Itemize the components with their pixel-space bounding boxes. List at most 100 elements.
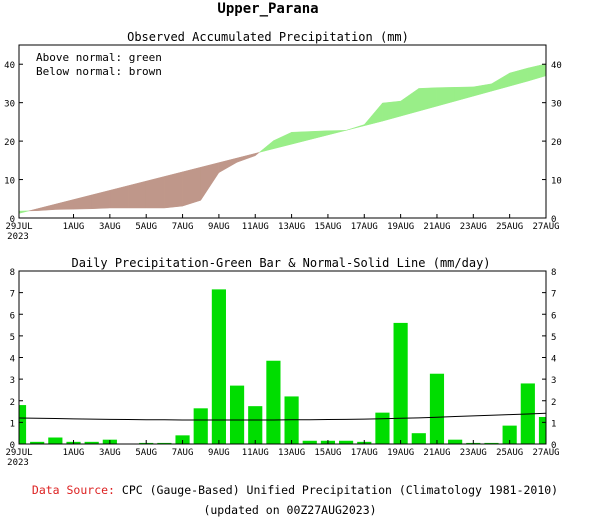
accum-anomaly-segment xyxy=(55,199,74,210)
accum-anomaly-segment xyxy=(291,131,311,145)
accum-anomaly-segment xyxy=(73,194,92,210)
daily-ytick-label-left: 1 xyxy=(10,419,15,429)
daily-bar xyxy=(339,440,354,444)
daily-bar xyxy=(448,439,463,444)
accum-frame xyxy=(18,44,547,219)
accum-anomaly-segment xyxy=(28,208,38,212)
daily-xtick-label: 15AUG xyxy=(314,448,341,458)
accum-xtick-label: 3AUG xyxy=(99,222,121,232)
accum-anomaly-segment xyxy=(473,83,492,97)
accum-plot xyxy=(18,63,547,214)
daily-ytick-label-left: 3 xyxy=(10,376,15,386)
daily-bar xyxy=(157,442,172,444)
accum-anomaly-segment xyxy=(418,87,438,112)
daily-ytick-label-right: 6 xyxy=(551,311,556,321)
daily-bar xyxy=(48,437,63,444)
daily-xtick-label: 9AUG xyxy=(208,448,230,458)
daily-xtick-label: 19AUG xyxy=(387,448,414,458)
accum-ytick-label-right: 30 xyxy=(551,100,562,110)
daily-bar xyxy=(302,440,317,444)
accum-anomaly-segment xyxy=(436,87,456,107)
accum-anomaly-segment xyxy=(364,102,383,127)
accum-legend-above: Above normal: green xyxy=(36,51,162,64)
daily-bar xyxy=(375,412,390,444)
accum-xtick-label: 1AUG xyxy=(63,222,85,232)
accum-xtick-label: 29JUL xyxy=(5,222,32,232)
figure-title: Upper_Parana xyxy=(217,1,318,17)
data-source-line: Data Source: CPC (Gauge-Based) Unified P… xyxy=(32,483,558,497)
accum-xtick-label: 11AUG xyxy=(242,222,269,232)
daily-axes: 0 0 1 1 2 2 3 3 4 4 5 5 6 6 7 7 8 8 29JUL 1AUG 3AUG 5AUG 7AUG 9… xyxy=(5,268,559,468)
accum-anomaly-segment xyxy=(327,130,347,136)
accum-ytick-label-right: 40 xyxy=(551,61,562,71)
daily-ytick-label-right: 3 xyxy=(551,376,556,386)
daily-ytick-label-left: 8 xyxy=(10,268,15,278)
daily-ytick-label-left: 6 xyxy=(10,311,15,321)
accum-anomaly-segment xyxy=(109,185,129,209)
accum-xtick-label: 21AUG xyxy=(423,222,450,232)
accum-xtick-label: 7AUG xyxy=(172,222,194,232)
daily-ytick-label-right: 5 xyxy=(551,333,556,343)
daily-ytick-label-left: 4 xyxy=(10,355,15,365)
accum-anomaly-segment xyxy=(527,63,547,82)
daily-normal-line xyxy=(18,412,547,421)
daily-xtick-label: 1AUG xyxy=(63,448,85,458)
accum-ytick-label-right: 10 xyxy=(551,177,562,187)
daily-xtick-label: 21AUG xyxy=(423,448,450,458)
accum-xtick-label: 13AUG xyxy=(278,222,305,232)
daily-ytick-label-left: 7 xyxy=(10,290,15,300)
accum-anomaly-segment xyxy=(36,203,56,211)
accum-anomaly-segment xyxy=(91,189,111,210)
daily-year-label: 2023 xyxy=(7,458,29,468)
daily-bar xyxy=(484,442,499,444)
daily-xtick-label: 5AUG xyxy=(135,448,157,458)
daily-bar xyxy=(502,425,517,444)
daily-bar xyxy=(193,408,208,444)
daily-bar xyxy=(229,385,245,444)
daily-ytick-label-right: 0 xyxy=(551,441,556,451)
accum-xtick-label: 17AUG xyxy=(351,222,378,232)
accum-anomaly-segment xyxy=(273,131,292,150)
accum-ytick-label-left: 20 xyxy=(4,138,15,148)
data-source-text: CPC (Gauge-Based) Unified Precipitation … xyxy=(122,483,558,497)
accum-legend-below: Below normal: brown xyxy=(36,65,162,78)
accum-ytick-label-left: 30 xyxy=(4,100,15,110)
accum-xtick-label: 27AUG xyxy=(532,222,559,232)
daily-bar xyxy=(19,405,27,444)
accum-anomaly-segment xyxy=(145,176,165,209)
daily-xtick-label: 27AUG xyxy=(532,448,559,458)
daily-xtick-label: 29JUL xyxy=(5,448,32,458)
accum-axes: 0 0 10 10 20 20 30 30 40 40 29JUL 1AUG 3AUG 5AUG 7AUG 9… xyxy=(4,61,562,242)
daily-xtick-label: 11AUG xyxy=(242,448,269,458)
daily-bar xyxy=(393,322,408,444)
accum-anomaly-segment xyxy=(182,166,201,207)
accum-xtick-label: 23AUG xyxy=(460,222,487,232)
daily-bar xyxy=(411,433,426,444)
daily-bar xyxy=(211,289,226,444)
accum-anomaly-segment xyxy=(200,162,220,202)
accum-ytick-label-left: 40 xyxy=(4,61,15,71)
accum-ytick-label-left: 10 xyxy=(4,177,15,187)
accum-anomaly-segment xyxy=(259,140,274,153)
accum-anomaly-segment xyxy=(236,153,256,163)
accum-anomaly-segment xyxy=(127,180,147,209)
daily-ytick-label-right: 2 xyxy=(551,398,556,408)
accum-anomaly-segment xyxy=(254,152,260,157)
daily-xtick-label: 13AUG xyxy=(278,448,305,458)
accum-xtick-label: 15AUG xyxy=(314,222,341,232)
daily-frame xyxy=(18,270,547,445)
daily-bar xyxy=(538,416,546,444)
accum-anomaly-segment xyxy=(218,157,238,174)
daily-ytick-label-right: 1 xyxy=(551,419,556,429)
daily-bar xyxy=(266,360,281,444)
accum-anomaly-segment xyxy=(400,87,420,117)
updated-text: (updated on 00Z27AUG2023) xyxy=(203,503,376,517)
accum-anomaly-segment xyxy=(491,72,510,92)
accum-anomaly-segment xyxy=(18,210,29,214)
daily-bar xyxy=(175,435,190,444)
daily-ytick-label-right: 8 xyxy=(551,268,556,278)
daily-ytick-label-left: 0 xyxy=(10,441,15,451)
daily-ytick-label-right: 4 xyxy=(551,355,556,365)
daily-xtick-label: 7AUG xyxy=(172,448,194,458)
